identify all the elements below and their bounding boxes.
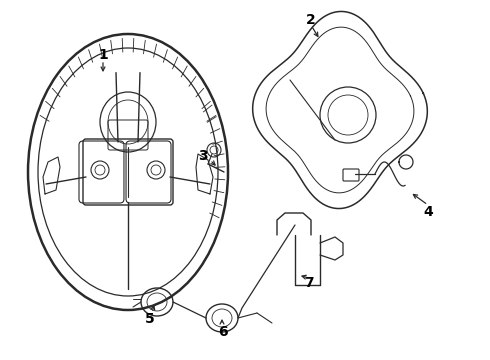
Text: 5: 5 bbox=[145, 312, 155, 326]
Text: 1: 1 bbox=[98, 48, 108, 62]
Text: 7: 7 bbox=[304, 276, 314, 290]
Text: 4: 4 bbox=[423, 205, 433, 219]
Text: 2: 2 bbox=[306, 13, 316, 27]
Text: 6: 6 bbox=[218, 325, 228, 339]
Text: 3: 3 bbox=[198, 149, 208, 163]
